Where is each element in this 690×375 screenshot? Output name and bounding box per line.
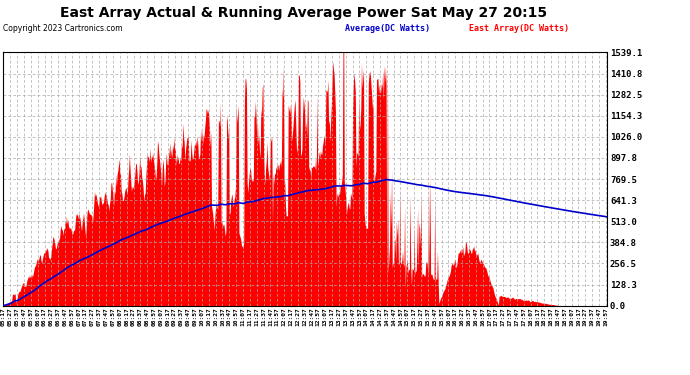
Text: Copyright 2023 Cartronics.com: Copyright 2023 Cartronics.com — [3, 24, 123, 33]
Text: East Array Actual & Running Average Power Sat May 27 20:15: East Array Actual & Running Average Powe… — [60, 6, 547, 20]
Text: Average(DC Watts): Average(DC Watts) — [345, 24, 430, 33]
Text: East Array(DC Watts): East Array(DC Watts) — [469, 24, 569, 33]
